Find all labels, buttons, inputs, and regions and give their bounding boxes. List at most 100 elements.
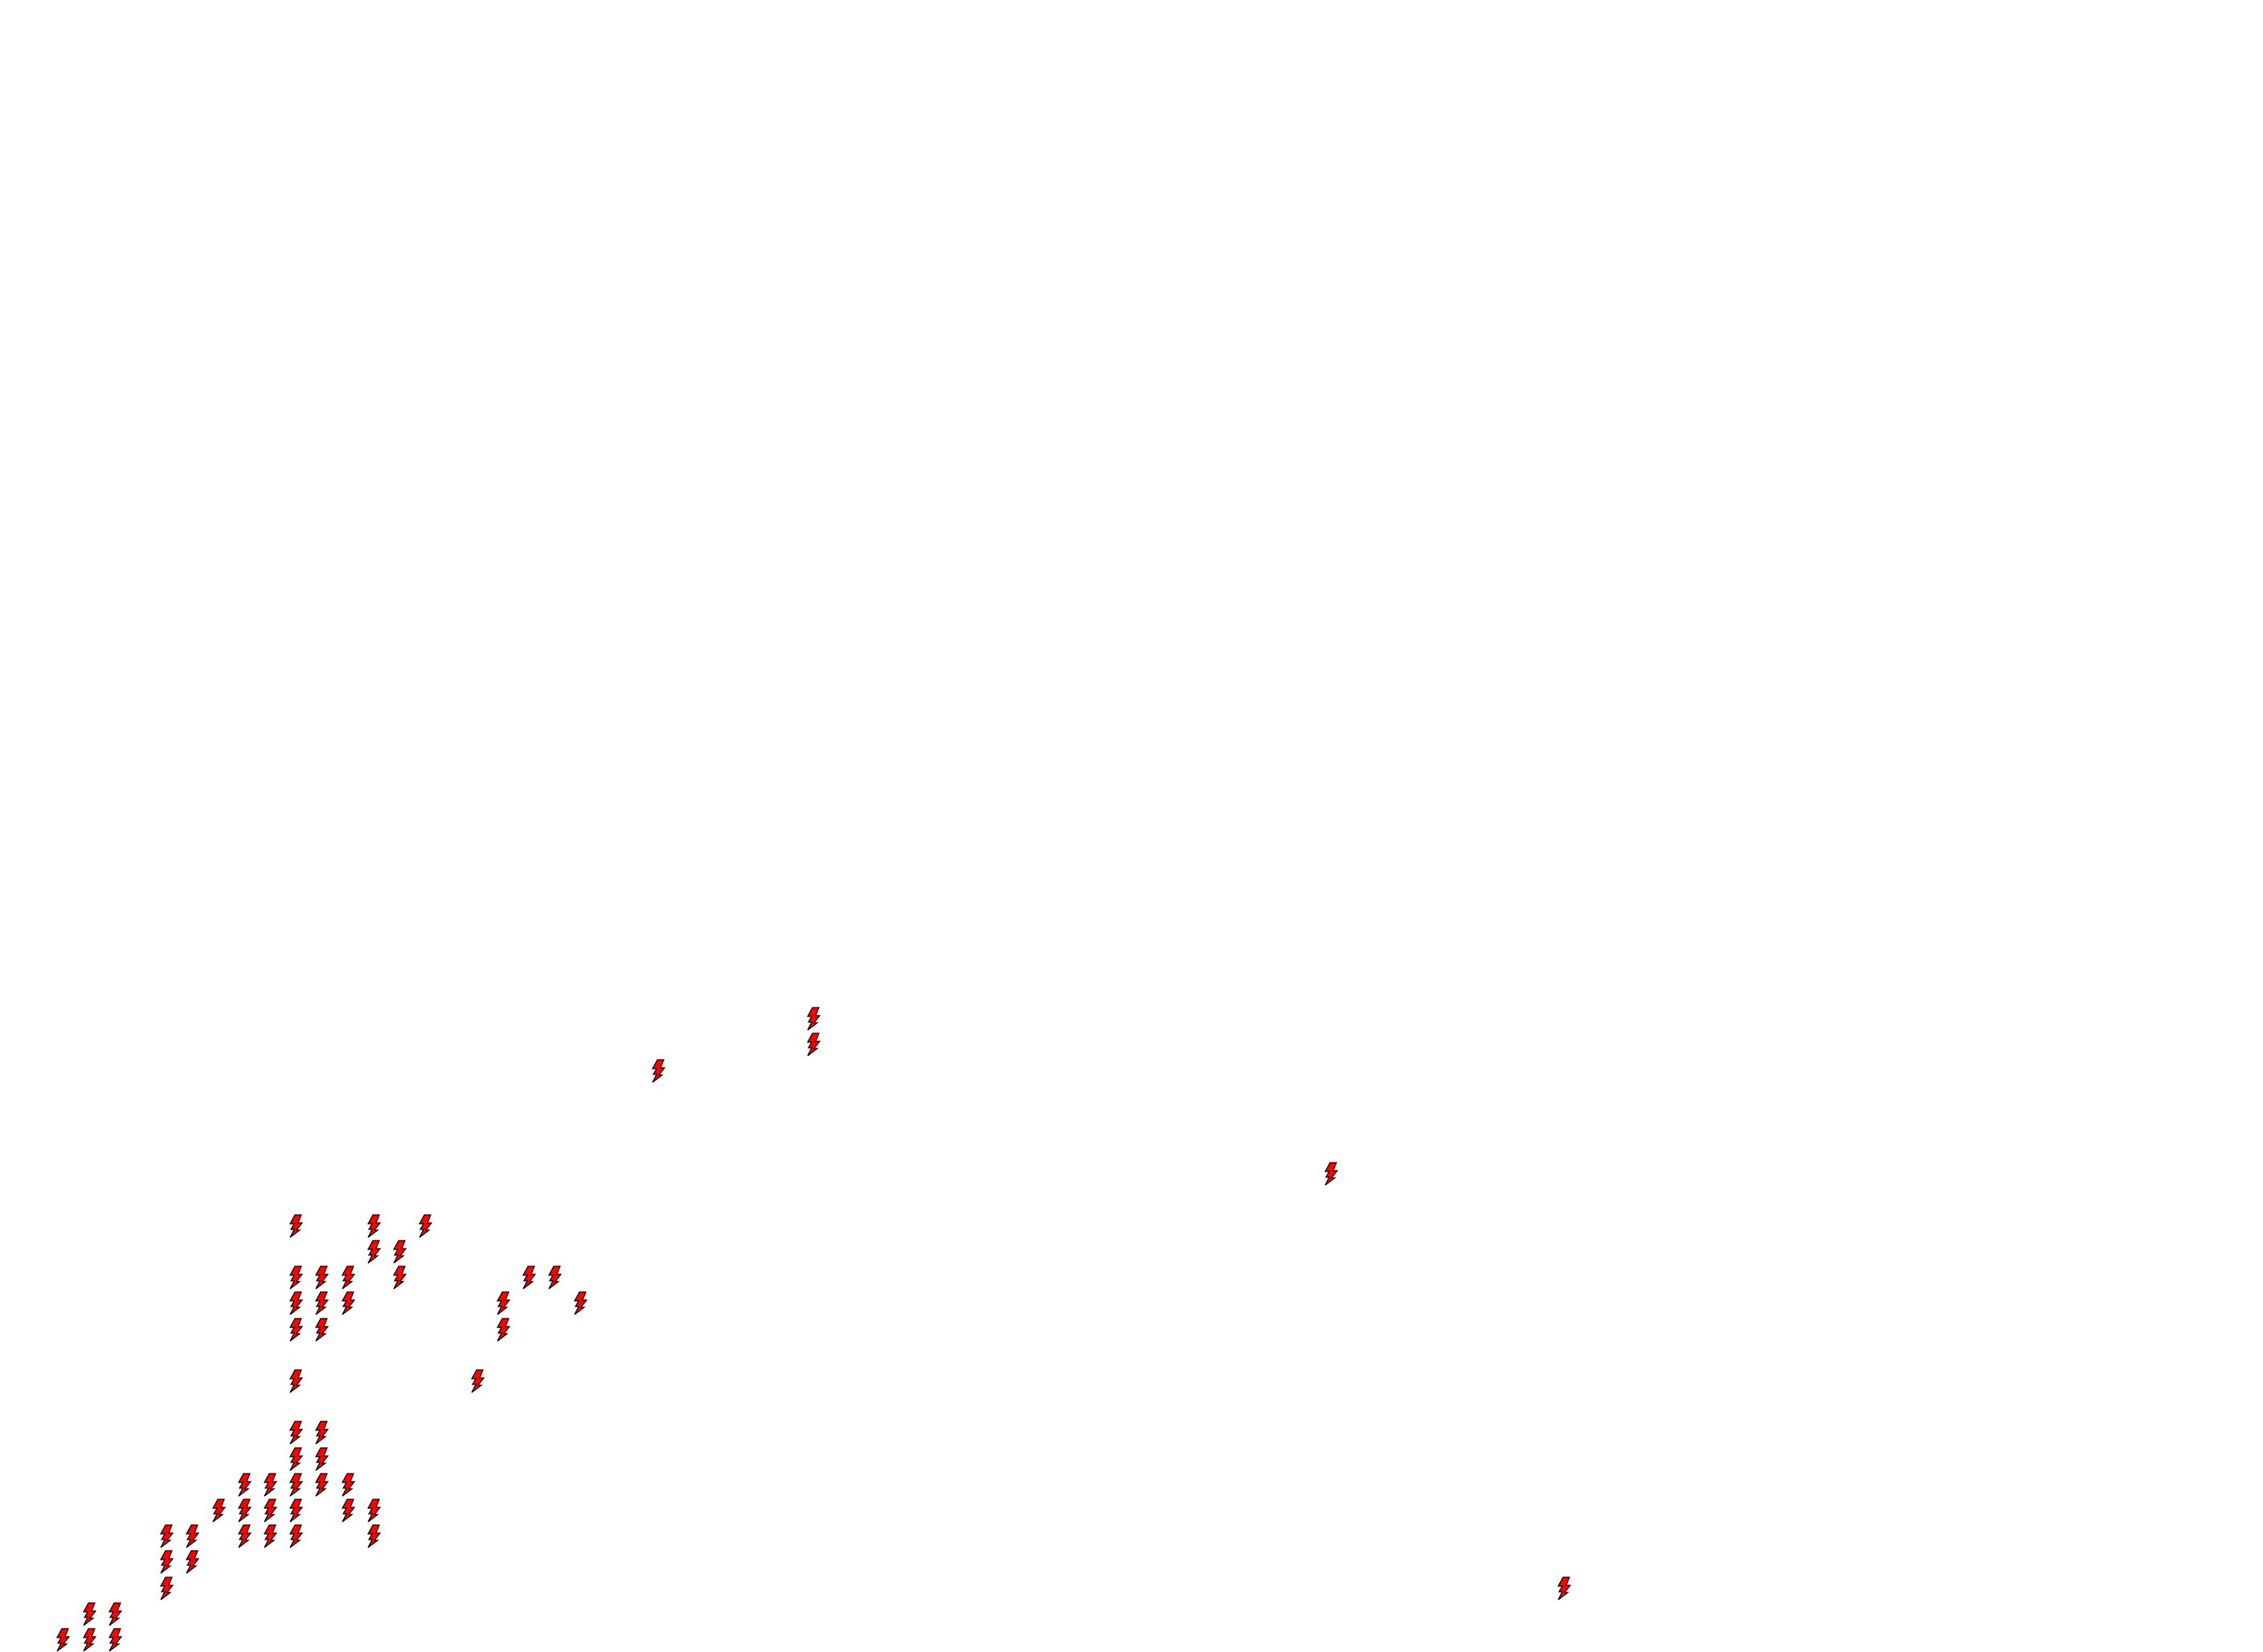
lightning-marker[interactable] — [805, 1032, 823, 1057]
lightning-marker[interactable] — [107, 1628, 125, 1652]
lightning-marker[interactable] — [805, 1007, 823, 1031]
lightning-marker[interactable] — [288, 1499, 305, 1523]
lightning-bolt-icon — [82, 1602, 96, 1626]
lightning-marker[interactable] — [417, 1214, 435, 1238]
lightning-bolt-icon — [496, 1291, 511, 1315]
lightning-marker[interactable] — [236, 1524, 254, 1548]
lightning-marker[interactable] — [521, 1266, 538, 1290]
lightning-marker[interactable] — [55, 1628, 72, 1652]
lightning-marker[interactable] — [366, 1214, 383, 1238]
lightning-marker[interactable] — [236, 1473, 254, 1497]
lightning-bolt-icon — [289, 1446, 304, 1471]
lightning-bolt-icon — [186, 1550, 200, 1574]
lightning-marker[interactable] — [313, 1446, 331, 1471]
lightning-bolt-icon — [289, 1266, 304, 1290]
lightning-bolt-icon — [341, 1499, 355, 1523]
lightning-marker[interactable] — [81, 1628, 99, 1652]
lightning-bolt-icon — [263, 1499, 278, 1523]
lightning-marker[interactable] — [184, 1524, 202, 1548]
lightning-bolt-icon — [392, 1266, 407, 1290]
lightning-marker[interactable] — [1556, 1576, 1573, 1601]
lightning-marker[interactable] — [288, 1266, 305, 1290]
lightning-bolt-icon — [289, 1473, 304, 1497]
lightning-bolt-icon — [574, 1291, 588, 1315]
lightning-marker[interactable] — [340, 1473, 358, 1497]
lightning-marker[interactable] — [262, 1524, 280, 1548]
lightning-bolt-icon — [315, 1446, 329, 1471]
lightning-bolt-icon — [263, 1524, 278, 1548]
lightning-bolt-icon — [237, 1499, 252, 1523]
lightning-bolt-icon — [315, 1317, 329, 1342]
lightning-marker[interactable] — [288, 1369, 305, 1393]
lightning-bolt-icon — [289, 1317, 304, 1342]
lightning-bolt-icon — [82, 1628, 96, 1652]
lightning-bolt-icon — [366, 1524, 382, 1548]
lightning-marker[interactable] — [650, 1058, 668, 1083]
lightning-marker[interactable] — [546, 1266, 564, 1290]
lightning-bolt-icon — [289, 1421, 304, 1445]
lightning-bolt-icon — [366, 1240, 382, 1264]
lightning-bolt-icon — [289, 1499, 304, 1523]
lightning-bolt-icon — [522, 1266, 537, 1290]
lightning-bolt-icon — [186, 1524, 200, 1548]
lightning-marker[interactable] — [340, 1499, 358, 1523]
lightning-marker[interactable] — [572, 1291, 590, 1315]
lightning-marker[interactable] — [184, 1550, 202, 1574]
lightning-bolt-icon — [289, 1291, 304, 1315]
lightning-bolt-icon — [419, 1214, 433, 1238]
lightning-marker[interactable] — [288, 1317, 305, 1342]
lightning-marker[interactable] — [340, 1266, 358, 1290]
lightning-marker[interactable] — [288, 1214, 305, 1238]
lightning-marker[interactable] — [288, 1421, 305, 1445]
lightning-marker[interactable] — [313, 1421, 331, 1445]
lightning-bolt-icon — [237, 1524, 252, 1548]
lightning-marker[interactable] — [158, 1576, 176, 1601]
lightning-marker[interactable] — [495, 1291, 513, 1315]
lightning-marker[interactable] — [211, 1499, 228, 1523]
lightning-bolt-icon — [315, 1291, 329, 1315]
lightning-bolt-icon — [160, 1550, 174, 1574]
lightning-bolt-icon — [341, 1291, 355, 1315]
lightning-marker[interactable] — [391, 1266, 409, 1290]
lightning-marker[interactable] — [366, 1499, 383, 1523]
lightning-bolt-icon — [341, 1266, 355, 1290]
lightning-marker[interactable] — [288, 1291, 305, 1315]
lightning-marker[interactable] — [313, 1291, 331, 1315]
lightning-marker[interactable] — [288, 1473, 305, 1497]
lightning-bolt-icon — [315, 1421, 329, 1445]
lightning-bolt-icon — [211, 1499, 226, 1523]
lightning-marker[interactable] — [313, 1266, 331, 1290]
lightning-marker[interactable] — [391, 1240, 409, 1264]
lightning-marker[interactable] — [495, 1317, 513, 1342]
lightning-marker[interactable] — [81, 1602, 99, 1626]
lightning-marker[interactable] — [340, 1291, 358, 1315]
lightning-bolt-icon — [1324, 1162, 1339, 1186]
lightning-bolt-icon — [160, 1524, 174, 1548]
lightning-marker[interactable] — [236, 1499, 254, 1523]
lightning-marker[interactable] — [107, 1602, 125, 1626]
lightning-bolt-icon — [315, 1473, 329, 1497]
lightning-bolt-icon — [56, 1628, 71, 1652]
lightning-bolt-icon — [289, 1214, 304, 1238]
lightning-marker[interactable] — [313, 1317, 331, 1342]
lightning-bolt-icon — [807, 1007, 821, 1031]
lightning-marker[interactable] — [158, 1550, 176, 1574]
lightning-marker[interactable] — [469, 1369, 487, 1393]
lightning-bolt-icon — [108, 1628, 123, 1652]
lightning-bolt-icon — [289, 1524, 304, 1548]
lightning-marker[interactable] — [366, 1240, 383, 1264]
lightning-marker[interactable] — [262, 1473, 280, 1497]
lightning-bolt-icon — [392, 1240, 407, 1264]
lightning-marker[interactable] — [288, 1524, 305, 1548]
lightning-marker[interactable] — [313, 1473, 331, 1497]
lightning-bolt-icon — [1557, 1576, 1572, 1601]
lightning-marker[interactable] — [288, 1446, 305, 1471]
lightning-bolt-icon — [341, 1473, 355, 1497]
lightning-marker[interactable] — [262, 1499, 280, 1523]
lightning-marker[interactable] — [158, 1524, 176, 1548]
lightning-bolt-icon — [470, 1369, 485, 1393]
lightning-marker[interactable] — [1323, 1162, 1340, 1186]
lightning-bolt-icon — [366, 1214, 382, 1238]
lightning-marker[interactable] — [366, 1524, 383, 1548]
